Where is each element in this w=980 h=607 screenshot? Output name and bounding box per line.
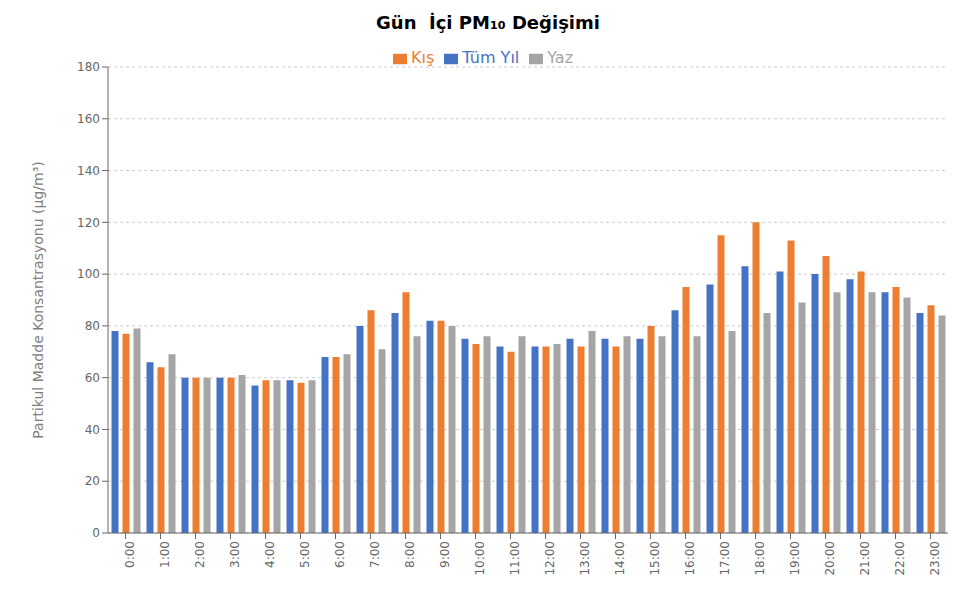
svg-text:40: 40 [85, 423, 100, 437]
svg-text:0:00: 0:00 [123, 541, 137, 568]
svg-text:16:00: 16:00 [683, 541, 697, 576]
svg-text:17:00: 17:00 [718, 541, 732, 576]
svg-text:18:00: 18:00 [753, 541, 767, 576]
svg-text:8:00: 8:00 [403, 541, 417, 568]
svg-text:60: 60 [85, 371, 100, 385]
svg-text:80: 80 [85, 319, 100, 333]
html-text:Tüm Yıl: Tüm Yıl [462, 48, 520, 67]
html-text:Yaz: Yaz [547, 48, 574, 67]
svg-text:10:00: 10:00 [473, 541, 487, 576]
svg-text:20:00: 20:00 [823, 541, 837, 576]
svg-text:0: 0 [92, 526, 100, 540]
svg-text:9:00: 9:00 [438, 541, 452, 568]
svg-text:120: 120 [77, 216, 100, 230]
svg-text:3:00: 3:00 [228, 541, 242, 568]
svg-text:12:00: 12:00 [543, 541, 557, 576]
svg-text:20: 20 [85, 474, 100, 488]
svg-text:15:00: 15:00 [648, 541, 662, 576]
svg-text:22:00: 22:00 [893, 541, 907, 576]
svg-text:6:00: 6:00 [333, 541, 347, 568]
svg-text:Partikul Madde Konsantrasyonu: Partikul Madde Konsantrasyonu (µg/m³) [30, 161, 46, 438]
svg-text:5:00: 5:00 [298, 541, 312, 568]
svg-text:100: 100 [77, 267, 100, 281]
svg-text:23:00: 23:00 [928, 541, 942, 576]
svg-text:11:00: 11:00 [508, 541, 522, 576]
svg-text:4:00: 4:00 [263, 541, 277, 568]
html-text:Kış: Kış [410, 48, 435, 67]
svg-text:160: 160 [77, 112, 100, 126]
svg-text:13:00: 13:00 [578, 541, 592, 576]
html-text:Gün İçi PM₁₀ Değişimi: Gün İçi PM₁₀ Değişimi [376, 12, 600, 33]
svg-text:7:00: 7:00 [368, 541, 382, 568]
svg-text:1:00: 1:00 [158, 541, 172, 568]
svg-text:14:00: 14:00 [613, 541, 627, 576]
svg-text:2:00: 2:00 [193, 541, 207, 568]
svg-text:19:00: 19:00 [788, 541, 802, 576]
svg-text:140: 140 [77, 164, 100, 178]
svg-text:180: 180 [77, 60, 100, 74]
svg-text:21:00: 21:00 [858, 541, 872, 576]
